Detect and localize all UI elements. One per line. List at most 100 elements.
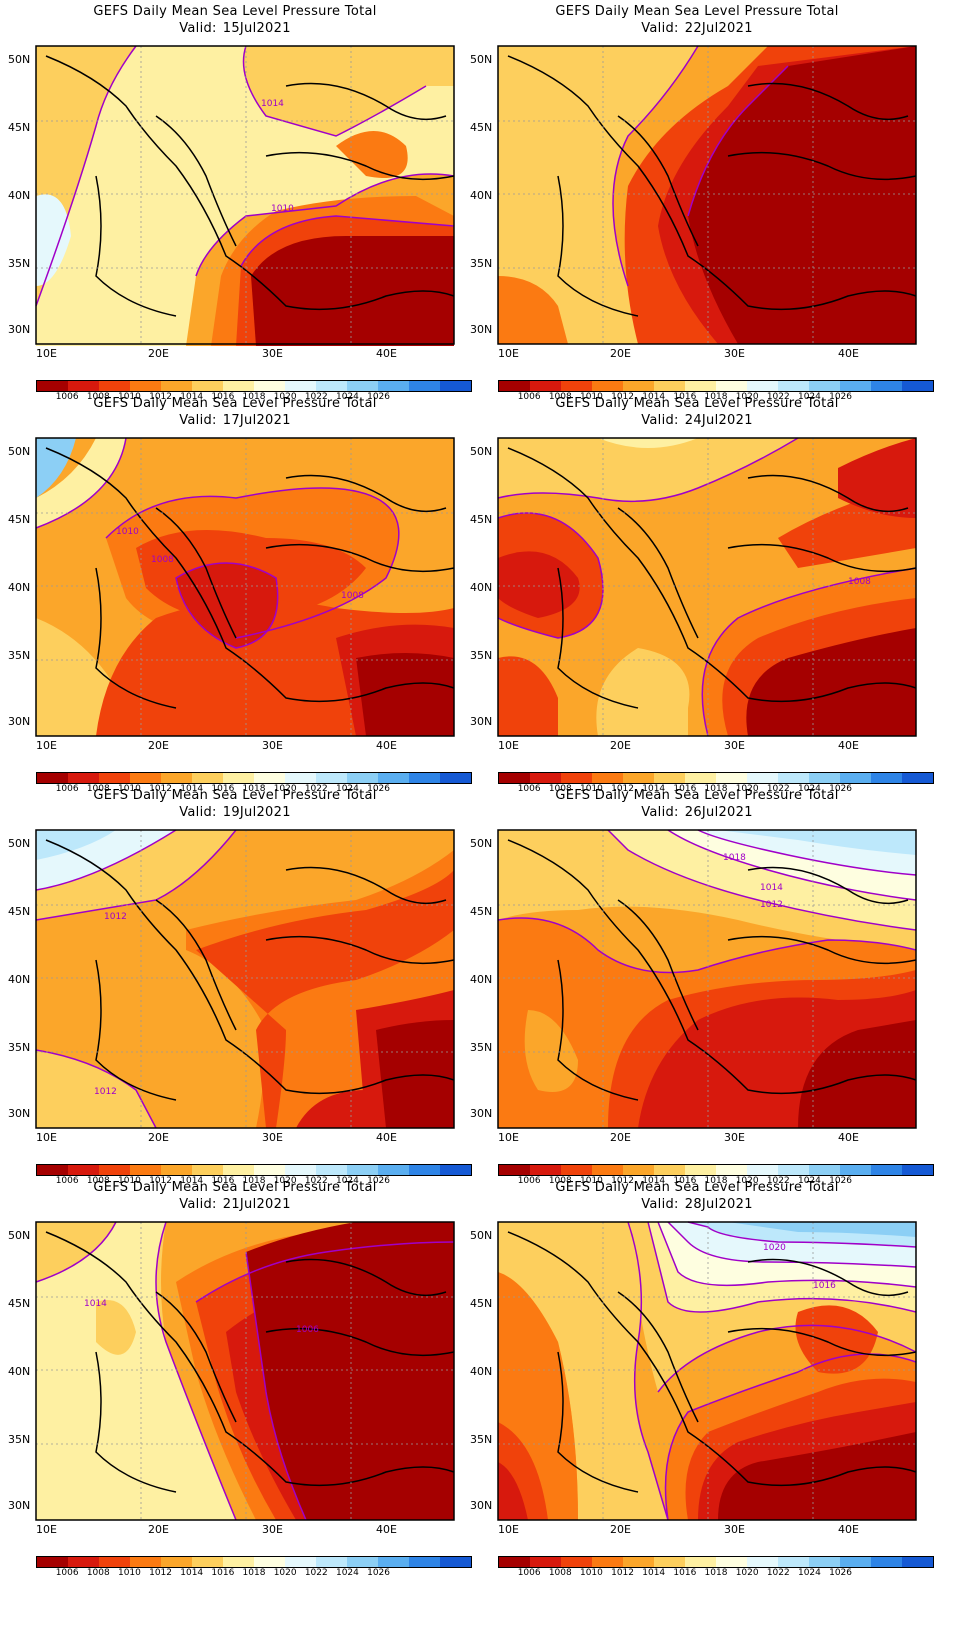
- colorbar-label: 1012: [149, 784, 173, 794]
- colorbar-label: 1020: [273, 784, 297, 794]
- colorbar-label: 1022: [766, 1568, 790, 1578]
- contour-label: 1014: [261, 99, 284, 109]
- colorbar-swatch: [316, 381, 347, 391]
- panel-title: GEFS Daily Mean Sea Level Pressure Total: [93, 1180, 377, 1195]
- colorbar-label: 1010: [579, 1176, 603, 1186]
- colorbar-label: 1012: [149, 1176, 173, 1186]
- lat-label: 45N: [470, 905, 493, 918]
- lon-label: 40E: [838, 739, 859, 752]
- colorbar-swatch: [902, 381, 933, 391]
- map-panel-15jul: GEFS Daily Mean Sea Level Pressure Total…: [0, 0, 472, 402]
- map-panel-28jul: GEFS Daily Mean Sea Level Pressure Total…: [462, 1176, 934, 1578]
- colorbar-swatch: [778, 773, 809, 783]
- panel-title: GEFS Daily Mean Sea Level Pressure Total: [93, 396, 377, 411]
- lat-label: 35N: [470, 1433, 493, 1446]
- colorbar-label: 1018: [242, 392, 266, 402]
- contour-label: 1012: [94, 1087, 117, 1097]
- colorbar-swatch: [285, 1165, 316, 1175]
- colorbar-swatch: [685, 381, 716, 391]
- lat-label: 30N: [8, 1499, 31, 1512]
- colorbar-swatch: [840, 773, 871, 783]
- colorbar-label: 1008: [86, 784, 110, 794]
- colorbar-swatch: [654, 773, 685, 783]
- colorbar-label: 1026: [829, 1176, 853, 1186]
- colorbar-swatch: [716, 1165, 747, 1175]
- colorbar-label: 1016: [211, 784, 235, 794]
- colorbar-labels: 1006 1008 1010 1012 1014 1016 1018 1020 1022 1024…: [498, 1176, 934, 1188]
- colorbar: [498, 1556, 934, 1568]
- colorbar-swatch: [871, 773, 902, 783]
- lat-label: 50N: [470, 53, 493, 66]
- lat-label: 40N: [8, 581, 31, 594]
- panel-valid-date: Valid: 15Jul2021: [179, 21, 291, 36]
- lon-label: 10E: [36, 347, 57, 360]
- lon-label: 40E: [376, 1131, 397, 1144]
- contour-label: 1014: [760, 883, 783, 893]
- colorbar-swatch: [161, 1165, 192, 1175]
- colorbar-swatch: [499, 773, 530, 783]
- colorbar-swatch: [316, 773, 347, 783]
- colorbar-label: 1018: [704, 784, 728, 794]
- panel-valid-date: Valid: 17Jul2021: [179, 413, 291, 428]
- colorbar-swatch: [685, 1557, 716, 1567]
- colorbar-swatch: [871, 1557, 902, 1567]
- panel-valid-date: Valid: 22Jul2021: [641, 21, 753, 36]
- colorbar-label: 1020: [273, 1176, 297, 1186]
- map-panel-22jul: GEFS Daily Mean Sea Level Pressure Total…: [462, 0, 934, 402]
- colorbar-swatch: [99, 1557, 130, 1567]
- lat-label: 45N: [470, 1297, 493, 1310]
- colorbar-label: 1008: [86, 1176, 110, 1186]
- colorbar-swatch: [871, 381, 902, 391]
- colorbar-label: 1010: [579, 784, 603, 794]
- colorbar-label: 1008: [548, 1176, 572, 1186]
- contour-label: 1008: [341, 591, 364, 601]
- lat-label: 35N: [8, 257, 31, 270]
- lon-label: 30E: [724, 739, 745, 752]
- colorbar-label: 1020: [735, 1176, 759, 1186]
- colorbar-label: 1024: [797, 1176, 821, 1186]
- lon-label: 10E: [498, 739, 519, 752]
- colorbar-swatch: [592, 773, 623, 783]
- colorbar-swatch: [778, 1557, 809, 1567]
- lon-label: 20E: [610, 1523, 631, 1536]
- colorbar-swatch: [192, 381, 223, 391]
- colorbar-label: 1020: [735, 1568, 759, 1578]
- lon-label: 30E: [262, 347, 283, 360]
- map-panel-17jul: GEFS Daily Mean Sea Level Pressure Total…: [0, 392, 472, 794]
- lat-label: 45N: [8, 121, 31, 134]
- colorbar-swatch: [409, 381, 440, 391]
- colorbar-labels: 1006 1008 1010 1012 1014 1016 1018 1020 1022 1024…: [36, 1568, 472, 1580]
- colorbar-swatch: [254, 773, 285, 783]
- colorbar-swatch: [192, 1165, 223, 1175]
- contour-label: 1010: [116, 527, 139, 537]
- colorbar-swatch: [223, 773, 254, 783]
- lon-label: 40E: [838, 1523, 859, 1536]
- colorbar-label: 1022: [304, 784, 328, 794]
- colorbar-label: 1014: [642, 1176, 666, 1186]
- colorbar-label: 1018: [704, 1568, 728, 1578]
- colorbar-swatch: [809, 773, 840, 783]
- colorbar-swatch: [840, 381, 871, 391]
- pressure-map: 1012 1012: [35, 829, 455, 1129]
- colorbar-label: 1006: [517, 392, 541, 402]
- lat-label: 30N: [470, 1107, 493, 1120]
- lon-label: 20E: [148, 1523, 169, 1536]
- colorbar-swatch: [378, 381, 409, 391]
- lon-label: 40E: [838, 347, 859, 360]
- contour-label: 1020: [763, 1243, 786, 1253]
- contour-label: 1012: [760, 900, 783, 910]
- map-panel-21jul: GEFS Daily Mean Sea Level Pressure Total…: [0, 1176, 472, 1580]
- colorbar-label: 1014: [180, 1176, 204, 1186]
- colorbar-label: 1018: [242, 784, 266, 794]
- colorbar-swatch: [685, 773, 716, 783]
- colorbar-swatch: [716, 381, 747, 391]
- colorbar-swatch: [378, 773, 409, 783]
- lat-label: 45N: [8, 905, 31, 918]
- colorbar-swatch: [530, 1557, 561, 1567]
- colorbar-swatch: [530, 773, 561, 783]
- colorbar-swatch: [654, 1557, 685, 1567]
- colorbar-swatch: [347, 1557, 378, 1567]
- colorbar-label: 1024: [335, 1568, 359, 1578]
- colorbar-swatch: [99, 773, 130, 783]
- colorbar-swatch: [161, 381, 192, 391]
